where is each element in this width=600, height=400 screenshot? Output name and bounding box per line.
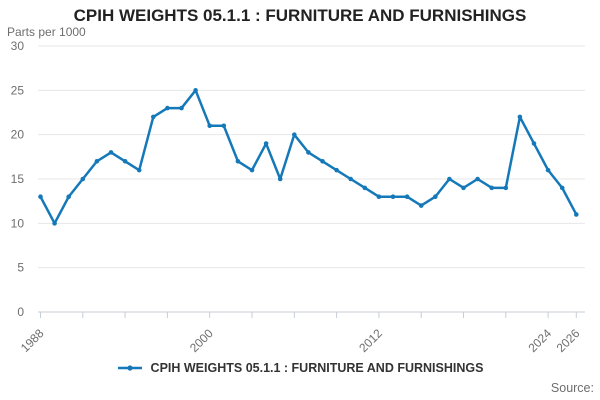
y-tick-label: 0: [17, 305, 24, 319]
data-point-marker: [263, 141, 269, 146]
data-point-marker: [362, 185, 368, 191]
series-line: [39, 89, 578, 225]
y-tick-label: 10: [11, 216, 25, 230]
data-point-marker: [517, 114, 523, 120]
data-point-marker: [122, 158, 128, 164]
data-point-marker: [52, 221, 57, 226]
y-tick-label: 5: [17, 261, 24, 275]
data-point-marker: [390, 194, 396, 200]
data-point-marker: [249, 167, 255, 173]
data-point-marker: [277, 176, 283, 182]
data-point-marker: [179, 105, 184, 111]
chart-legend: CPIH WEIGHTS 05.1.1 : FURNITURE AND FURN…: [0, 361, 600, 375]
data-point-marker: [348, 176, 354, 182]
source-attribution: Source:: [550, 381, 594, 395]
data-point-marker: [207, 123, 212, 129]
data-point-marker: [193, 88, 198, 93]
x-tick-label: 2000: [187, 326, 216, 355]
data-point-marker: [545, 167, 551, 173]
chart-title: CPIH WEIGHTS 05.1.1 : FURNITURE AND FURN…: [73, 6, 527, 25]
data-point-marker: [306, 150, 311, 155]
x-tick-label: 2026: [554, 326, 583, 355]
data-point-marker: [66, 194, 71, 200]
data-point-marker: [151, 114, 156, 120]
data-point-marker: [136, 167, 142, 173]
data-point-marker: [447, 176, 452, 182]
legend-series-label: CPIH WEIGHTS 05.1.1 : FURNITURE AND FURN…: [150, 361, 484, 375]
x-tick-label: 2012: [356, 326, 385, 355]
data-point-marker: [376, 194, 382, 200]
data-point-marker: [235, 158, 241, 164]
data-point-marker: [418, 203, 424, 208]
data-point-marker: [503, 185, 509, 191]
y-tick-label: 30: [11, 39, 25, 53]
data-point-marker: [489, 185, 495, 191]
data-point-marker: [404, 194, 410, 200]
x-tick-label: 1988: [18, 326, 47, 355]
data-point-marker: [475, 176, 480, 182]
data-point-marker: [531, 141, 537, 146]
data-point-marker: [574, 212, 579, 217]
data-point-marker: [334, 167, 339, 173]
data-point-marker: [80, 176, 86, 182]
data-point-marker: [433, 194, 438, 200]
data-point-marker: [559, 185, 565, 191]
data-point-marker: [320, 158, 325, 164]
y-tick-label: 25: [11, 83, 25, 97]
data-point-marker: [38, 194, 43, 200]
data-point-marker: [165, 105, 170, 111]
data-point-marker: [461, 185, 466, 191]
y-tick-label: 20: [11, 128, 25, 142]
y-tick-label: 15: [11, 172, 25, 186]
data-point-marker: [94, 158, 100, 164]
data-point-marker: [221, 123, 227, 129]
legend-line-marker-icon: [117, 365, 142, 371]
data-point-marker: [108, 150, 114, 155]
y-axis-unit-label: Parts per 1000: [7, 25, 86, 39]
x-tick-label: 2024: [525, 326, 554, 355]
data-point-marker: [292, 132, 297, 137]
